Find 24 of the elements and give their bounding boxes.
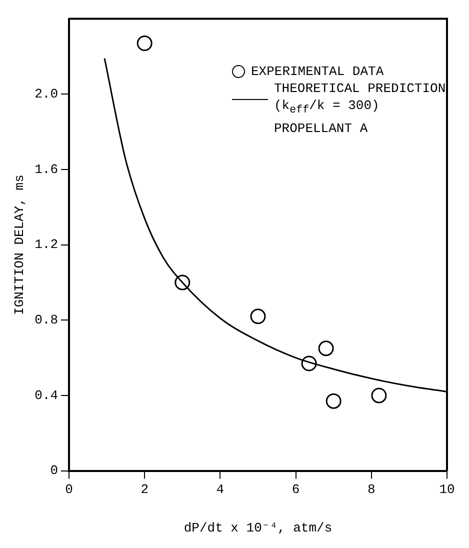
y-tick-label: 0.4 xyxy=(34,388,58,403)
point xyxy=(136,36,152,52)
y-tick-label: 0 xyxy=(50,463,58,478)
point xyxy=(326,393,342,409)
point xyxy=(250,308,266,324)
legend-label: EXPERIMENTAL DATA xyxy=(251,63,384,80)
point xyxy=(318,340,334,356)
point xyxy=(301,356,317,372)
y-axis-title: IGNITION DELAY, ms xyxy=(12,174,28,316)
x-tick-label: 6 xyxy=(292,482,300,498)
point xyxy=(174,274,190,290)
y-tick-label: 2.0 xyxy=(34,86,58,102)
x-axis-title: dP/dt x 10⁻⁴, atm/s xyxy=(184,520,332,536)
x-tick-label: 2 xyxy=(140,482,149,498)
x-tick-label: 8 xyxy=(367,482,376,498)
y-tick-label: 0.8 xyxy=(34,312,58,328)
legend-label: THEORETICAL PREDICTION (k$_{eff}$/k = 300) xyxy=(274,80,447,119)
x-tick-label: 4 xyxy=(216,482,224,498)
y-tick-label: 1.6 xyxy=(34,162,58,177)
x-tick-label: 10 xyxy=(439,482,455,498)
annotation: PROPELLANT A xyxy=(273,120,369,137)
point xyxy=(371,388,387,404)
x-tick-label: 0 xyxy=(65,482,73,498)
y-tick-label: 1.2 xyxy=(34,237,58,252)
